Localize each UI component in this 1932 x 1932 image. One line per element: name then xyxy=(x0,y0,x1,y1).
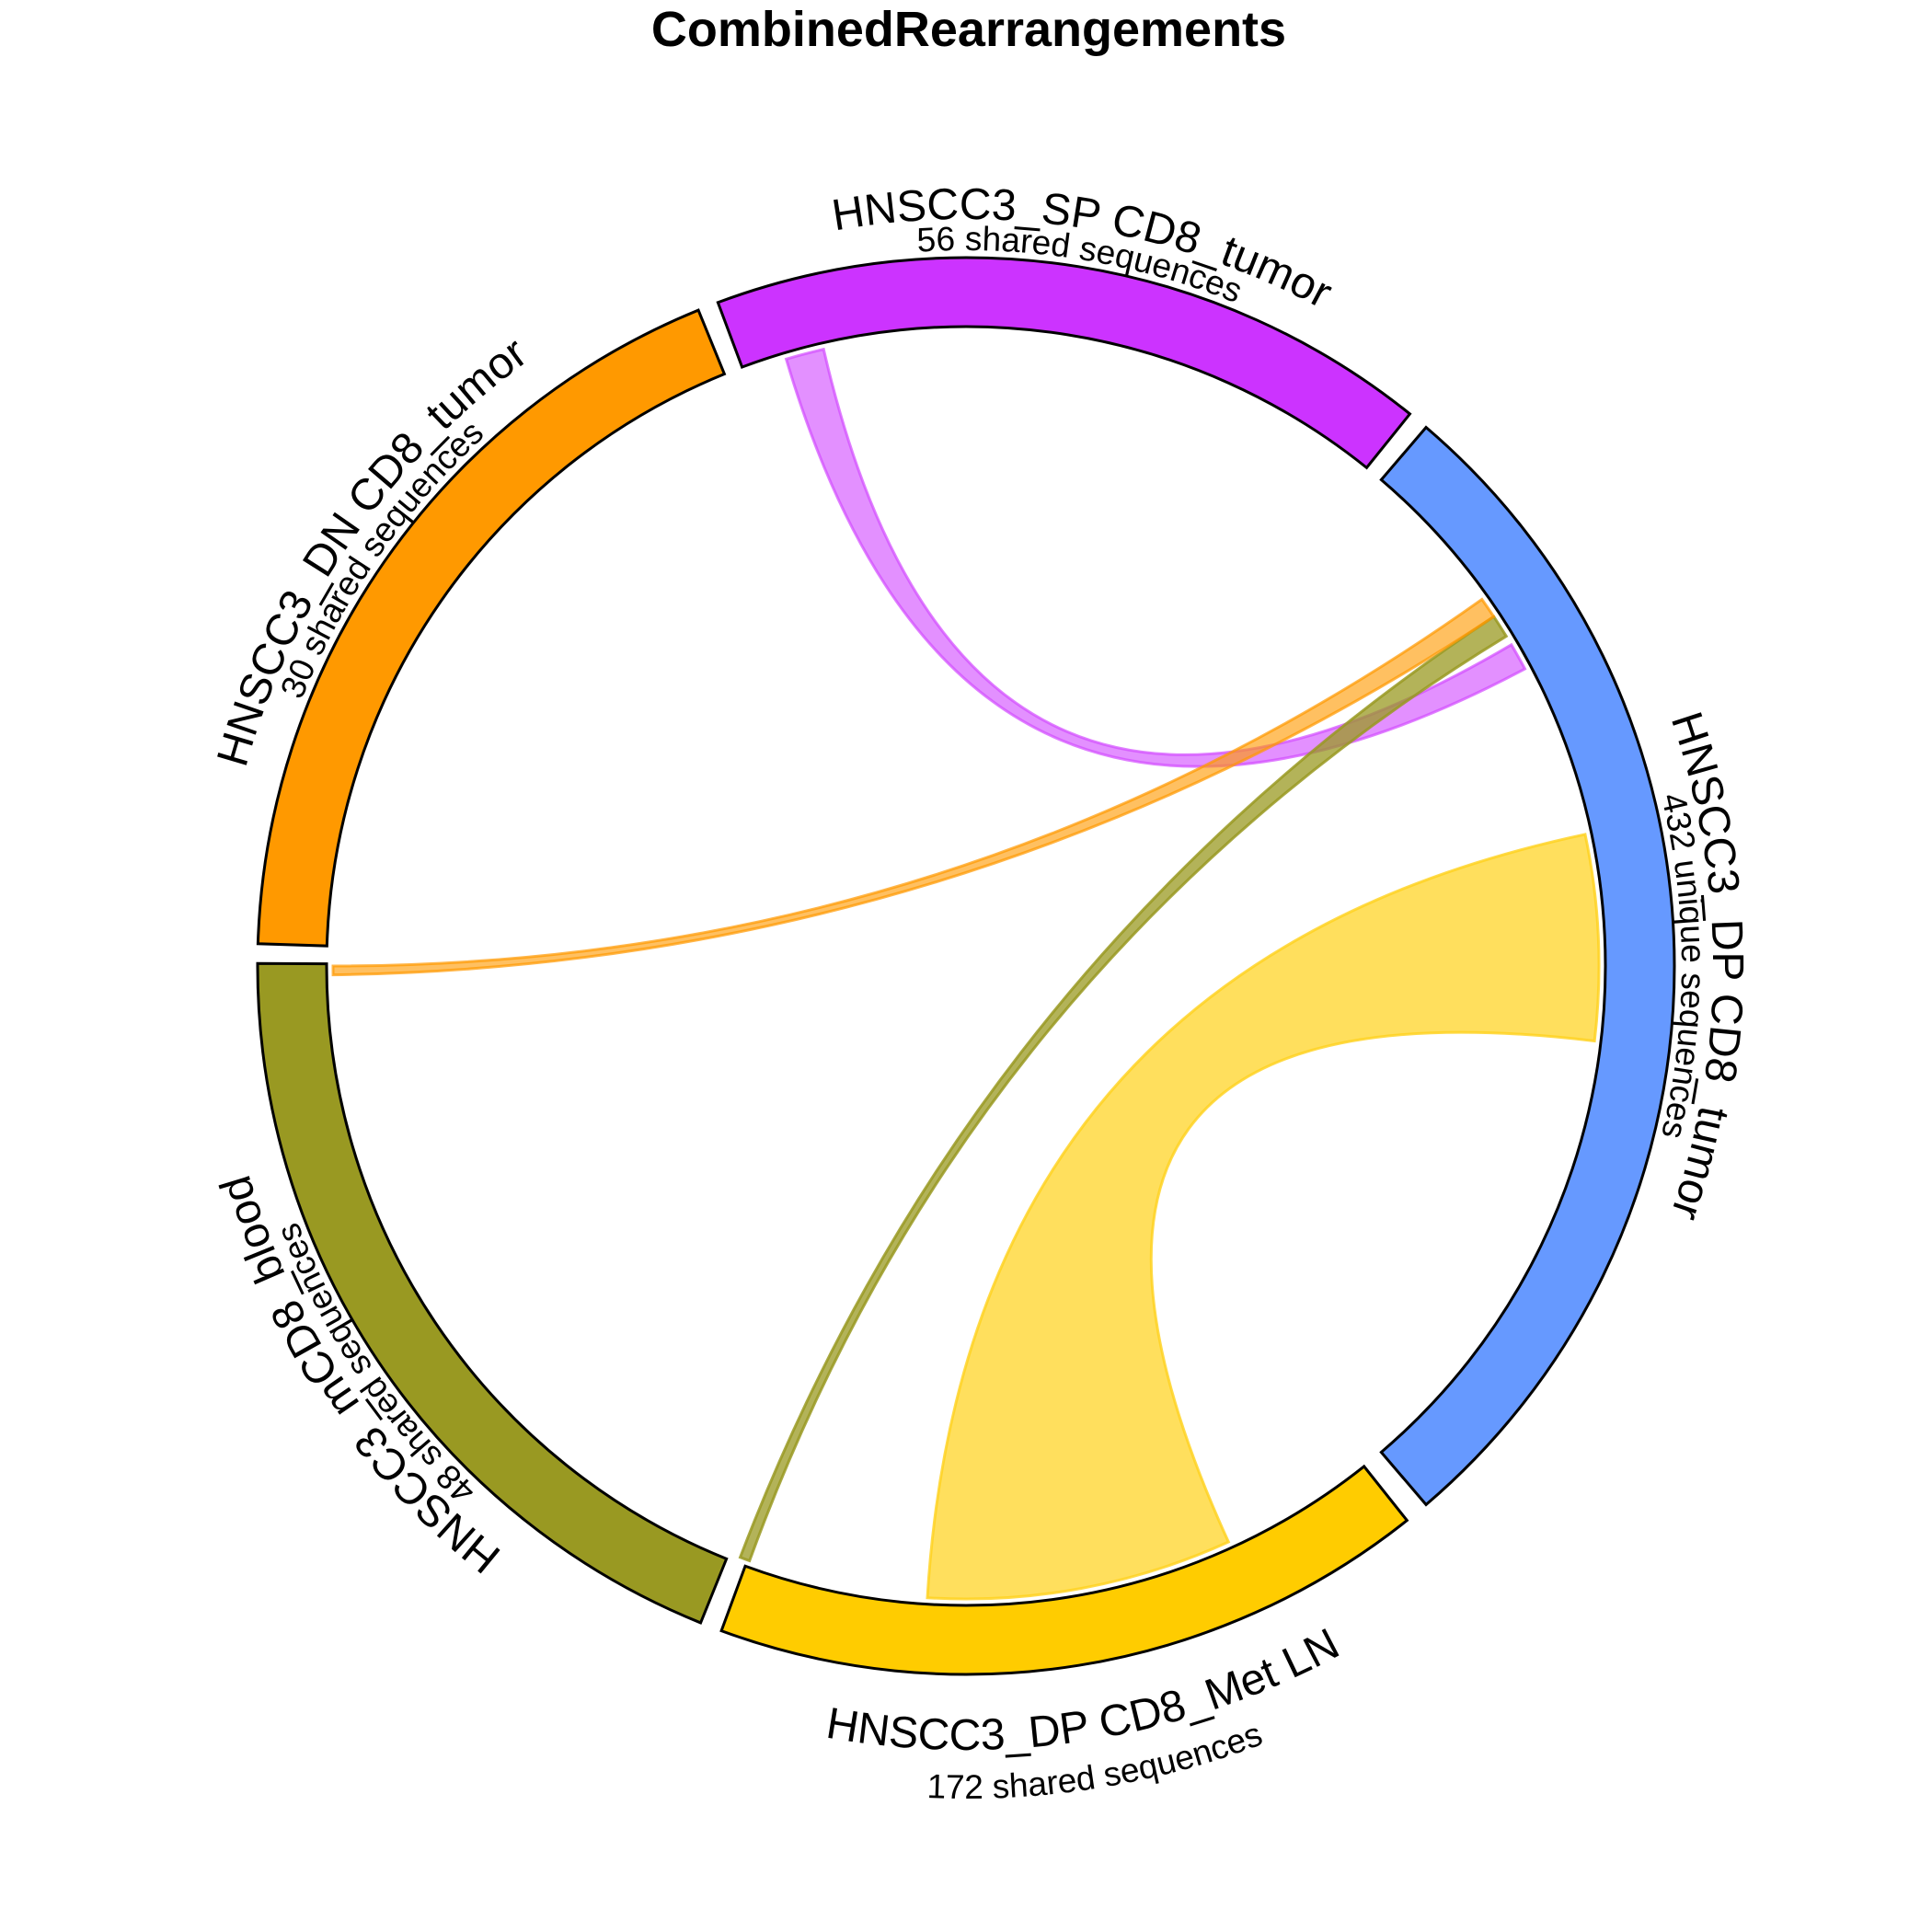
sector-sp_tumor xyxy=(716,256,1412,470)
sector-mcd8_blood xyxy=(256,961,729,1625)
ribbon-dp_tumor-sp_tumor xyxy=(784,347,1527,768)
ribbon-dp_tumor-dp_metln xyxy=(926,833,1601,1601)
chart-title: CombinedRearrangements xyxy=(651,2,1286,57)
ribbon-dp_tumor-dn_tumor xyxy=(331,597,1496,977)
sector-dp_metln xyxy=(719,1464,1409,1676)
ribbon-dp_tumor-mcd8_blood xyxy=(738,615,1509,1563)
ribbons-layer xyxy=(331,347,1601,1601)
sector-dp_tumor xyxy=(1379,425,1676,1507)
sectors-layer xyxy=(256,256,1676,1676)
sector-dn_tumor xyxy=(256,308,727,948)
